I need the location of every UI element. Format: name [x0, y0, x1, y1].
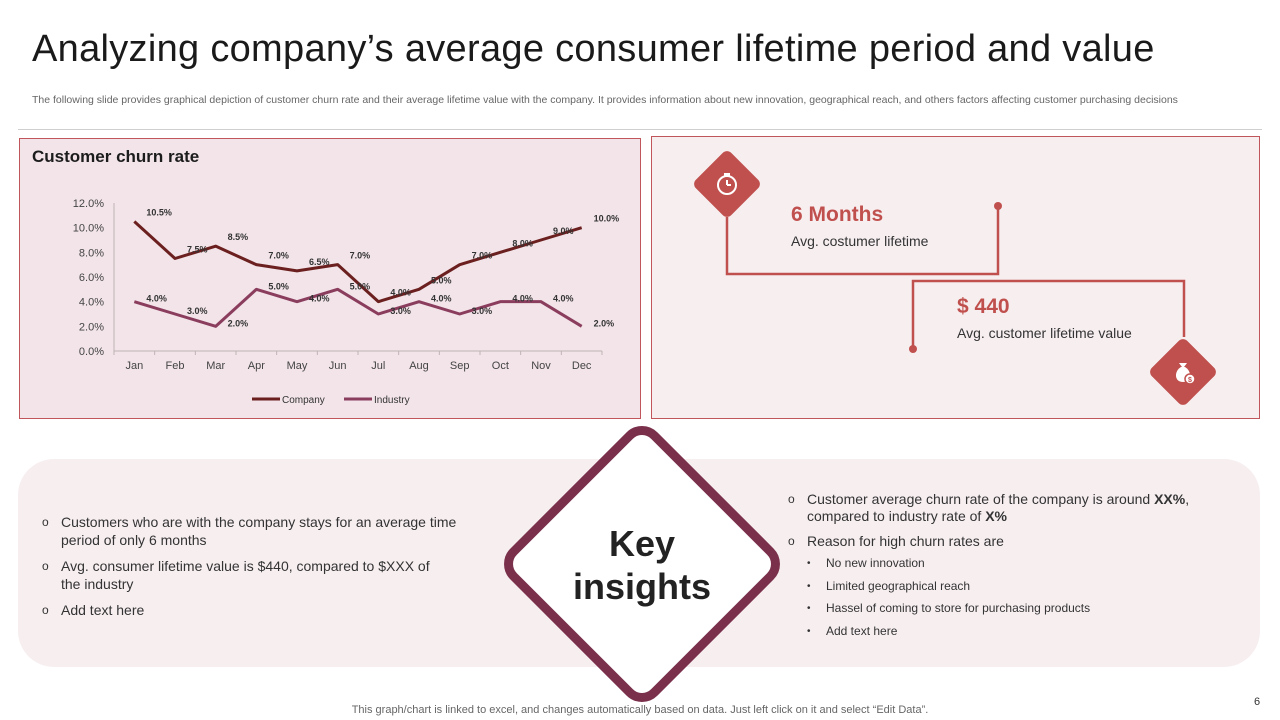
legend-label: Company [282, 395, 325, 406]
x-tick-label: Aug [409, 360, 429, 372]
churn-chart-panel: Customer churn rate 0.0% 2.0% 4.0% 6.0% 8.0%… [19, 138, 641, 419]
x-tick-label: May [287, 360, 308, 372]
x-tick-label: Mar [206, 360, 225, 372]
data-label: 10.5% [146, 208, 172, 218]
list-item: Avg. consumer lifetime value is $440, co… [42, 557, 452, 593]
data-label: 3.0% [390, 306, 411, 316]
page-title: Analyzing company’s average consumer lif… [32, 28, 1155, 70]
reason-item: Add text here [807, 624, 1228, 639]
data-label: 8.5% [228, 232, 249, 242]
x-tick-label: Jul [371, 360, 385, 372]
legend-label: Industry [374, 395, 410, 406]
list-item: Reason for high churn rates are No new i… [788, 533, 1228, 639]
data-label: 2.0% [228, 318, 249, 328]
data-label: 3.0% [472, 306, 493, 316]
right-insights-list: Customer average churn rate of the compa… [788, 491, 1228, 647]
list-item: Customers who are with the company stays… [42, 513, 492, 549]
series-line-company [133, 220, 583, 304]
chart-title: Customer churn rate [32, 147, 200, 166]
data-label: 5.0% [350, 281, 371, 291]
y-tick-label: 2.0% [79, 321, 104, 333]
y-tick-label: 0.0% [79, 346, 104, 358]
data-label: 7.0% [472, 251, 493, 261]
x-tick-label: Jan [125, 360, 143, 372]
x-tick-label: Oct [492, 360, 509, 372]
metrics-panel: 6 Months Avg. costumer lifetime $ 440 Av… [651, 136, 1260, 419]
money-bag-icon: $ [1158, 347, 1208, 397]
metric-connector-lines [725, 202, 1186, 353]
page-subtitle: The following slide provides graphical d… [32, 94, 1178, 106]
list-item: Add text here [42, 601, 492, 619]
ltv-label: Avg. customer lifetime value [957, 325, 1132, 341]
left-insights-list: Customers who are with the company stays… [42, 513, 492, 627]
data-label: 4.0% [431, 294, 452, 304]
data-label: 10.0% [594, 214, 620, 224]
data-label: 7.0% [268, 251, 289, 261]
y-tick-label: 6.0% [79, 272, 104, 284]
data-label: 7.5% [187, 245, 208, 255]
data-label: 6.5% [309, 257, 330, 267]
reason-item: Limited geographical reach [807, 579, 1228, 594]
churn-line-chart[interactable]: 0.0% 2.0% 4.0% 6.0% 8.0% 10.0% 12.0% Jan Feb Mar A… [20, 139, 642, 420]
data-label: 4.0% [390, 288, 411, 298]
data-label: 3.0% [187, 306, 208, 316]
list-item: Customer average churn rate of the compa… [788, 491, 1228, 525]
lifetime-value: 6 Months [791, 203, 884, 226]
y-tick-label: 10.0% [73, 223, 104, 235]
data-label: 5.0% [268, 281, 289, 291]
x-tick-label: Sep [450, 360, 470, 372]
key-insights-label: Key insights [572, 523, 711, 607]
x-tick-label: Dec [572, 360, 592, 372]
y-tick-label: 12.0% [73, 198, 104, 210]
x-tick-label: Jun [329, 360, 347, 372]
ltv-value: $ 440 [957, 295, 1010, 318]
y-tick-label: 4.0% [79, 297, 104, 309]
page-number: 6 [1254, 696, 1261, 708]
reason-item: No new innovation [807, 556, 1228, 571]
data-label: 9.0% [553, 226, 574, 236]
y-tick-label: 8.0% [79, 247, 104, 259]
svg-text:$: $ [1188, 377, 1192, 384]
footer-note: This graph/chart is linked to excel, and… [351, 704, 929, 716]
data-label: 4.0% [553, 294, 574, 304]
stopwatch-icon [702, 159, 752, 209]
x-tick-label: Nov [531, 360, 551, 372]
x-tick-label: Feb [166, 360, 185, 372]
series-line-industry [133, 287, 583, 328]
data-label: 4.0% [512, 294, 533, 304]
reason-item: Hassel of coming to store for purchasing… [807, 601, 1228, 616]
data-label: 7.0% [350, 251, 371, 261]
data-label: 5.0% [431, 275, 452, 285]
lifetime-label: Avg. costumer lifetime [791, 233, 929, 249]
data-label: 2.0% [594, 318, 615, 328]
x-tick-label: Apr [248, 360, 265, 372]
reasons-list: No new innovation Limited geographical r… [807, 556, 1228, 639]
data-label: 4.0% [309, 294, 330, 304]
data-label: 8.0% [512, 238, 533, 248]
data-label: 4.0% [146, 294, 167, 304]
title-divider [18, 129, 1262, 130]
